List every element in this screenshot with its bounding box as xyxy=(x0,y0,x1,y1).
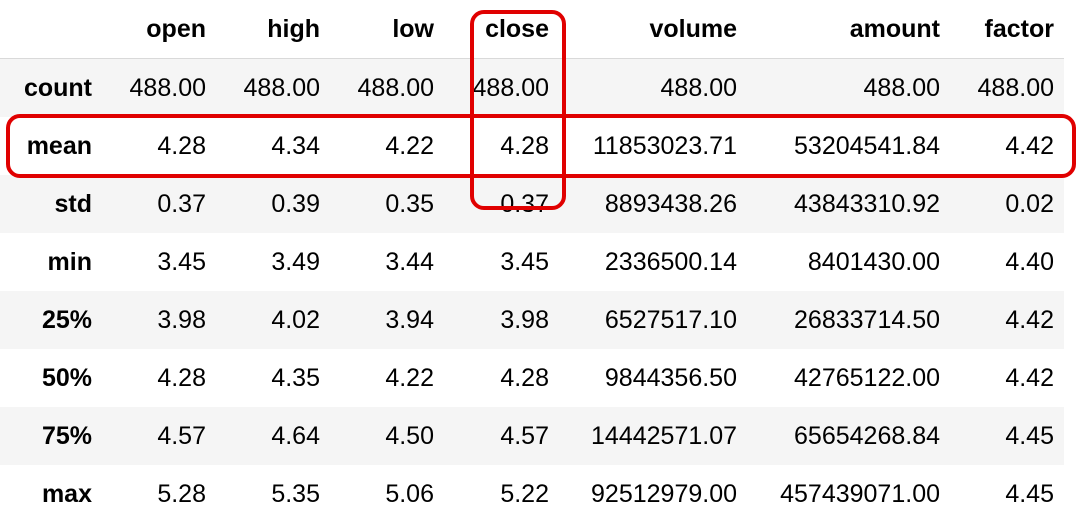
table-cell: 9844356.50 xyxy=(604,363,737,392)
table-cell: 4.42 xyxy=(1005,131,1054,160)
index-header xyxy=(0,0,102,59)
table-cell: 4.28 xyxy=(157,131,206,160)
column-header-factor: factor xyxy=(984,14,1054,43)
table-cell: 2336500.14 xyxy=(604,247,737,276)
table-cell: 488.00 xyxy=(357,73,434,102)
table-cell: 0.37 xyxy=(157,189,206,218)
table-cell: 4.34 xyxy=(271,131,320,160)
table-cell: 8893438.26 xyxy=(604,189,737,218)
table-cell: 42765122.00 xyxy=(794,363,940,392)
table-cell: 0.39 xyxy=(271,189,320,218)
table-cell: 5.22 xyxy=(500,479,549,508)
table-cell: 4.57 xyxy=(500,421,549,450)
table-cell: 4.28 xyxy=(500,363,549,392)
table-cell: 4.35 xyxy=(271,363,320,392)
table-cell: 0.37 xyxy=(500,189,549,218)
column-header-close: close xyxy=(485,14,549,43)
table-cell: 4.45 xyxy=(1005,479,1054,508)
table-cell: 4.64 xyxy=(271,421,320,450)
table-row: mean 4.28 4.34 4.22 4.28 11853023.71 532… xyxy=(0,117,1064,175)
table-cell: 3.45 xyxy=(500,247,549,276)
table-cell: 4.57 xyxy=(157,421,206,450)
column-header-amount: amount xyxy=(849,14,940,43)
table-cell: 8401430.00 xyxy=(807,247,940,276)
table-cell: 5.35 xyxy=(271,479,320,508)
table-row: 75% 4.57 4.64 4.50 4.57 14442571.07 6565… xyxy=(0,407,1064,465)
table-cell: 457439071.00 xyxy=(780,479,940,508)
table-cell: 4.02 xyxy=(271,305,320,334)
table-cell: 5.06 xyxy=(385,479,434,508)
table-cell: 5.28 xyxy=(157,479,206,508)
column-header-low: low xyxy=(392,14,434,43)
row-label: 25% xyxy=(41,305,92,334)
table-row: std 0.37 0.39 0.35 0.37 8893438.26 43843… xyxy=(0,175,1064,233)
table-cell: 14442571.07 xyxy=(591,421,737,450)
table-cell: 4.40 xyxy=(1005,247,1054,276)
table-row: 25% 3.98 4.02 3.94 3.98 6527517.10 26833… xyxy=(0,291,1064,349)
table-row: min 3.45 3.49 3.44 3.45 2336500.14 84014… xyxy=(0,233,1064,291)
table-cell: 6527517.10 xyxy=(604,305,737,334)
row-label: count xyxy=(23,73,92,102)
table-cell: 3.45 xyxy=(157,247,206,276)
table-cell: 4.22 xyxy=(385,131,434,160)
table-row: 50% 4.28 4.35 4.22 4.28 9844356.50 42765… xyxy=(0,349,1064,407)
row-label: 50% xyxy=(41,363,92,392)
table-cell: 488.00 xyxy=(977,73,1054,102)
row-label: mean xyxy=(26,131,92,160)
table-cell: 488.00 xyxy=(863,73,940,102)
table-row: max 5.28 5.35 5.06 5.22 92512979.00 4574… xyxy=(0,465,1064,523)
table-cell: 488.00 xyxy=(129,73,206,102)
table-cell: 0.02 xyxy=(1005,189,1054,218)
row-label: 75% xyxy=(41,421,92,450)
table-cell: 488.00 xyxy=(660,73,737,102)
table-cell: 488.00 xyxy=(472,73,549,102)
table-row: count 488.00 488.00 488.00 488.00 488.00… xyxy=(0,58,1064,117)
table-cell: 65654268.84 xyxy=(794,421,940,450)
table-cell: 92512979.00 xyxy=(591,479,737,508)
table-cell: 53204541.84 xyxy=(794,131,940,160)
table-cell: 4.28 xyxy=(500,131,549,160)
header-row: open high low close volume amount factor xyxy=(0,0,1064,59)
table-cell: 4.42 xyxy=(1005,305,1054,334)
column-header-high: high xyxy=(267,14,320,43)
column-header-volume: volume xyxy=(649,14,737,43)
table-cell: 4.42 xyxy=(1005,363,1054,392)
table-cell: 0.35 xyxy=(385,189,434,218)
row-label: std xyxy=(54,189,93,218)
table-cell: 4.50 xyxy=(385,421,434,450)
table-cell: 488.00 xyxy=(243,73,320,102)
table-cell: 26833714.50 xyxy=(794,305,940,334)
row-label: min xyxy=(47,247,92,276)
table-cell: 11853023.71 xyxy=(592,131,737,160)
row-label: max xyxy=(41,479,92,508)
table-cell: 3.44 xyxy=(385,247,434,276)
table-cell: 4.28 xyxy=(157,363,206,392)
table-cell: 3.98 xyxy=(500,305,549,334)
column-header-open: open xyxy=(146,14,206,43)
table-cell: 4.45 xyxy=(1005,421,1054,450)
table-cell: 3.49 xyxy=(271,247,320,276)
describe-table: open high low close volume amount factor… xyxy=(0,0,1064,523)
table-cell: 3.94 xyxy=(385,305,434,334)
table-cell: 4.22 xyxy=(385,363,434,392)
table-cell: 43843310.92 xyxy=(794,189,940,218)
table-cell: 3.98 xyxy=(157,305,206,334)
